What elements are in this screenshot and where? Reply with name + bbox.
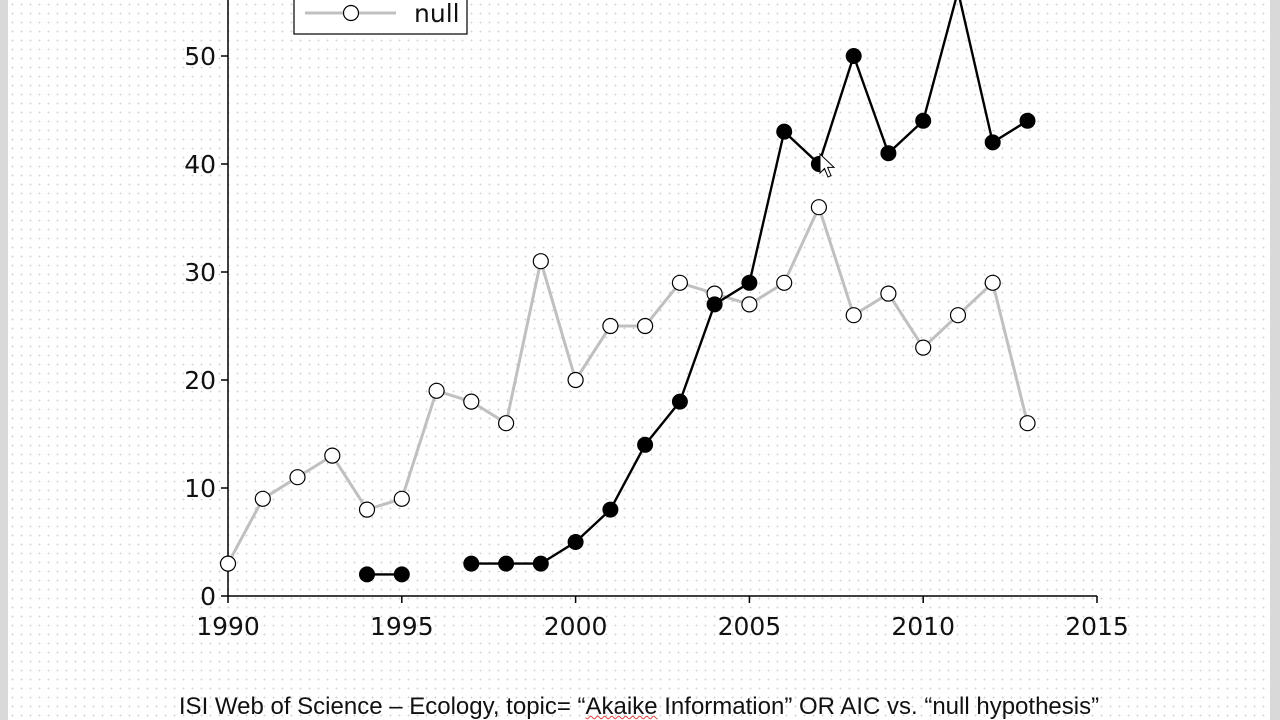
data-point [567,371,584,389]
data-point [776,274,793,291]
data-point [602,317,619,335]
y-tick-label: 10 [184,474,216,503]
data-point [463,555,480,572]
data-point [984,274,1001,291]
series-line [226,205,1029,565]
data-point [671,393,688,410]
x-tick-label: 2000 [544,612,608,641]
legend-label: null [414,0,460,28]
y-tick-label: 0 [200,582,216,611]
x-tick-label: 1995 [370,612,434,641]
y-tick-label: 20 [184,366,216,395]
y-tick-label: 40 [184,150,216,179]
data-point [254,490,271,507]
data-point [359,566,375,583]
data-point [637,436,654,453]
x-tick-label: 2005 [718,612,782,641]
data-point [915,112,932,129]
data-point [358,501,376,518]
chart-series-layer [219,0,1036,583]
caption-part-3: Information” OR AIC vs. “null hypothesis… [657,693,1100,720]
chart-legend: null [293,0,836,178]
data-point [602,501,619,518]
data-point [915,339,932,356]
data-point [1019,112,1036,129]
data-point [845,307,862,324]
caption-part-1: ISI Web of Science – Ecology, topic= “ [178,693,586,720]
data-point [880,285,897,302]
data-point [567,534,584,550]
data-point [219,555,237,572]
legend-marker [342,4,360,22]
data-point [984,134,1001,151]
data-point [741,274,758,291]
data-point [636,317,654,335]
mouse-cursor-icon [819,152,836,178]
x-tick-label: 2015 [1065,612,1129,641]
data-point [845,48,862,64]
data-point [289,469,306,486]
y-tick-label: 30 [184,258,216,287]
data-point [324,447,341,464]
slide-canvas: 0 10 20 30 40 50 1990 1995 2000 2005 2010 2015 null… [8,0,1270,720]
data-point [706,296,723,313]
data-point [880,145,897,162]
data-point [428,382,445,399]
data-point [671,274,689,291]
chart-axes: 0 10 20 30 40 50 1990 1995 2000 2005 2010 2015 [184,0,1129,641]
legend-box [293,0,468,35]
data-point [463,393,480,410]
slide-caption: ISI Web of Science – Ecology, topic= “Ak… [8,690,1270,720]
data-point [949,307,967,324]
series-aic [359,0,1036,583]
caption-part-2: Akaike [585,693,658,720]
data-point [1019,415,1036,432]
data-point [393,566,410,583]
data-point [741,296,758,313]
data-point [532,555,549,572]
data-point [393,490,410,507]
y-tick-label: 50 [184,42,216,71]
line-chart: 0 10 20 30 40 50 1990 1995 2000 2005 2010 2015 null [184,0,1129,641]
data-point [532,253,549,270]
x-tick-label: 2010 [891,612,955,641]
series-null [219,199,1036,572]
x-tick-label: 1990 [196,612,260,641]
data-point [776,123,793,140]
data-point [498,555,515,572]
data-point [810,199,828,216]
data-point [498,415,515,432]
